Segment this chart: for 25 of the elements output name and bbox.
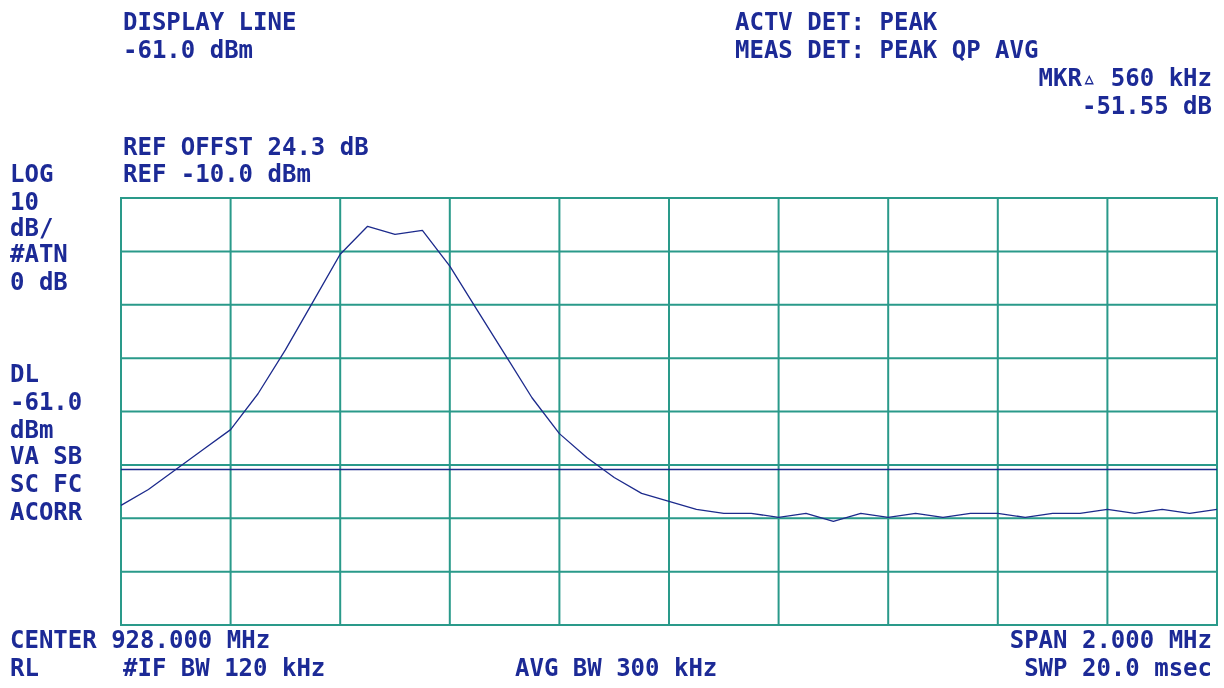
text: #ATN bbox=[10, 240, 68, 268]
text: SC FC bbox=[10, 470, 83, 498]
text: 10 bbox=[10, 188, 39, 216]
text: REF OFFST 24.3 dB bbox=[123, 133, 369, 161]
text: dBm bbox=[10, 416, 54, 444]
text: RL bbox=[10, 654, 39, 682]
text: REF -10.0 dBm bbox=[123, 160, 311, 188]
text: MKR▵ 560 kHz bbox=[1038, 64, 1212, 92]
text: DL bbox=[10, 360, 39, 388]
text: LOG bbox=[10, 160, 54, 188]
text: #IF BW 120 kHz bbox=[123, 654, 326, 682]
text: MEAS DET: PEAK QP AVG bbox=[735, 36, 1039, 64]
text: VA SB bbox=[10, 442, 83, 470]
text: AVG BW 300 kHz bbox=[515, 654, 718, 682]
text: -51.55 dB bbox=[1081, 92, 1212, 120]
text: CENTER 928.000 MHz bbox=[10, 626, 271, 654]
text: -61.0 bbox=[10, 388, 83, 416]
text: SPAN 2.000 MHz bbox=[1009, 626, 1212, 654]
text: SWP 20.0 msec bbox=[1024, 654, 1212, 682]
text: ACTV DET: PEAK bbox=[735, 8, 938, 36]
text: 0 dB bbox=[10, 268, 68, 296]
text: DISPLAY LINE bbox=[123, 8, 297, 36]
text: ACORR bbox=[10, 498, 83, 526]
text: -61.0 dBm bbox=[123, 36, 254, 64]
text: dB/ bbox=[10, 214, 54, 242]
